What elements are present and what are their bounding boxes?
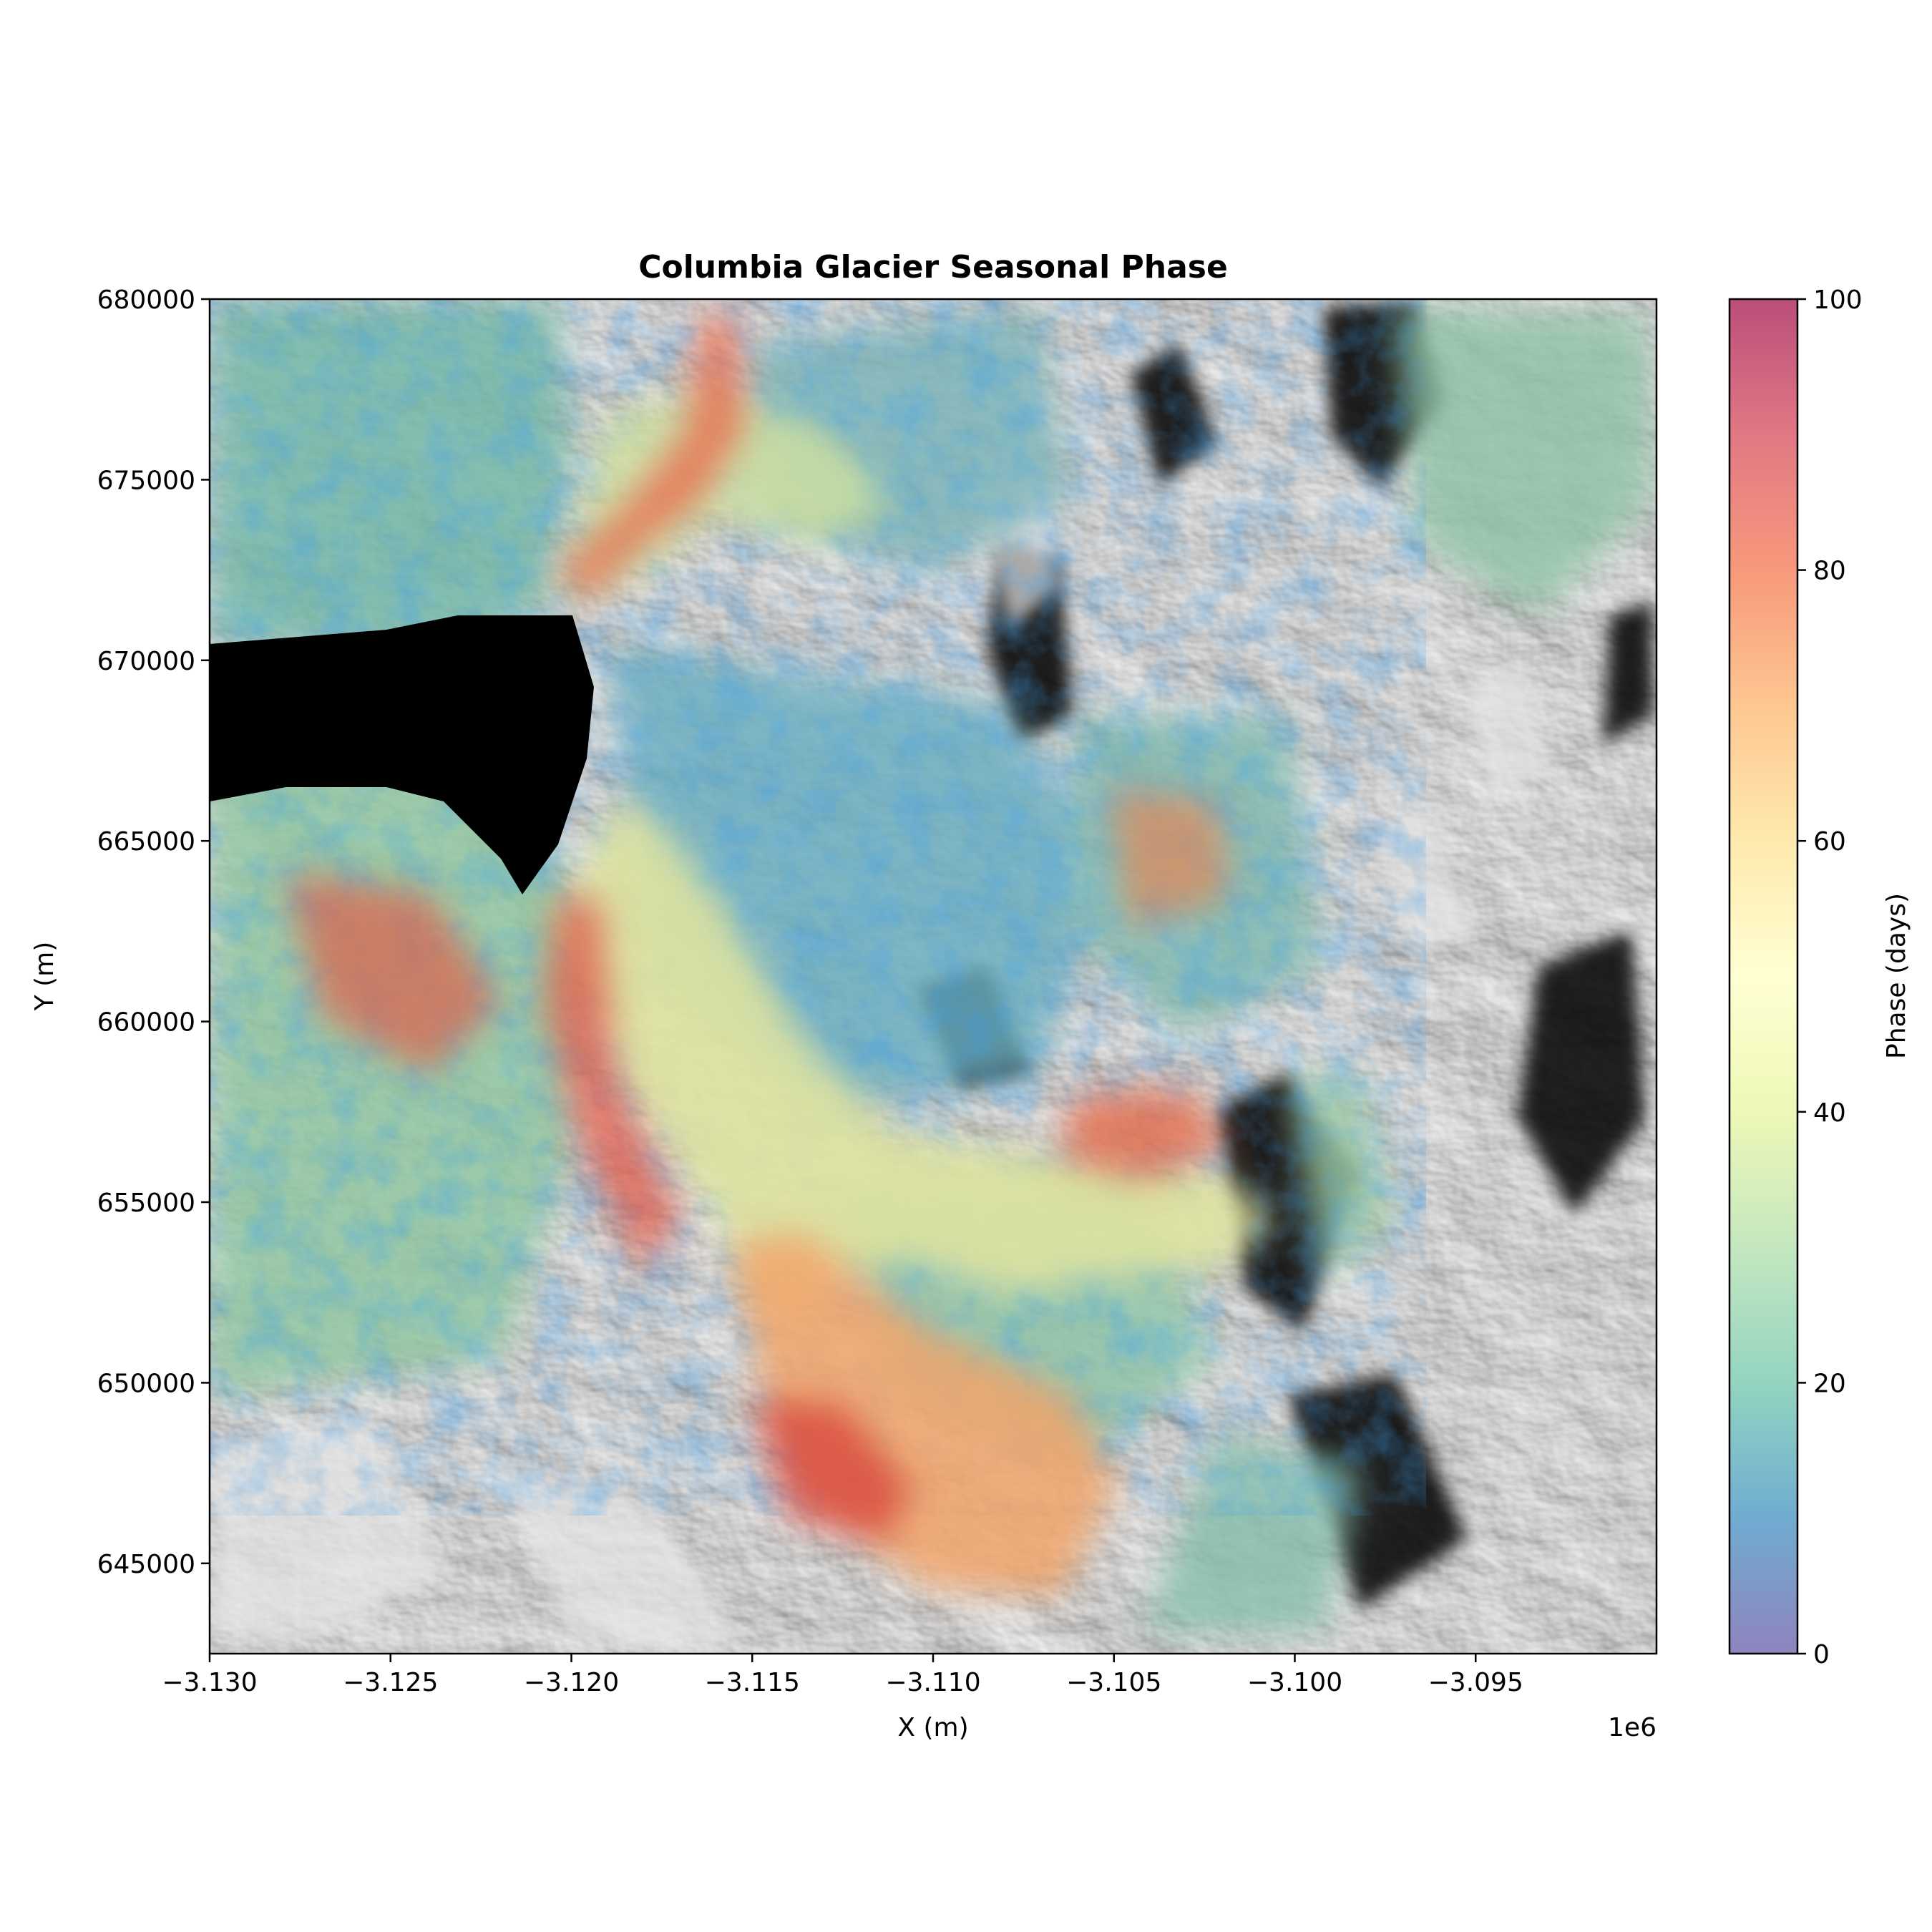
x-tick-label: −3.110: [885, 1668, 980, 1697]
x-tick-label: −3.125: [343, 1668, 438, 1697]
y-tick-label: 670000: [97, 647, 195, 676]
y-tick-label: 665000: [97, 827, 195, 857]
x-axis: −3.130 −3.125 −3.120 −3.115 −3.110 −3.105 −3.1…: [162, 1654, 1523, 1697]
x-tick-label: −3.095: [1428, 1668, 1523, 1697]
fjord-water: [210, 615, 594, 894]
colorbar-ticks: 0 20 40 60 80 100: [1797, 286, 1863, 1669]
colorbar-tick-label: 100: [1813, 286, 1863, 315]
colorbar-tick-label: 40: [1813, 1098, 1846, 1128]
colorbar-gradient: [1729, 299, 1797, 1654]
x-tick-label: −3.115: [705, 1668, 800, 1697]
y-tick-label: 645000: [97, 1550, 195, 1579]
x-tick-label: −3.105: [1066, 1668, 1161, 1697]
y-tick-label: 650000: [97, 1369, 195, 1398]
y-tick-label: 660000: [97, 1008, 195, 1038]
y-tick-label: 675000: [97, 466, 195, 495]
y-tick-label: 655000: [97, 1189, 195, 1218]
y-tick-label: 680000: [97, 286, 195, 315]
x-tick-label: −3.120: [524, 1668, 619, 1697]
colorbar-tick-label: 20: [1813, 1369, 1846, 1398]
colorbar-tick-label: 80: [1813, 557, 1846, 586]
colorbar-label: Phase (days): [1882, 893, 1911, 1059]
colorbar-frame: [1728, 298, 1799, 1655]
glacier-trunk: [558, 386, 1274, 1338]
chart-title: Columbia Glacier Seasonal Phase: [638, 249, 1228, 286]
colorbar: 0 20 40 60 80 100 Phase (days): [1728, 286, 1911, 1669]
x-tick-label: −3.100: [1247, 1668, 1342, 1697]
phase-map-image: [210, 299, 1657, 1654]
colorbar-tick-label: 0: [1813, 1640, 1830, 1669]
colorbar-tick-label: 60: [1813, 827, 1846, 857]
x-tick-label: −3.130: [162, 1668, 257, 1697]
y-axis-label: Y (m): [30, 942, 59, 1012]
x-axis-offset: 1e6: [1608, 1713, 1657, 1742]
x-axis-label: X (m): [897, 1713, 968, 1742]
y-axis: 645000 650000 655000 660000 665000 670000 6750…: [97, 286, 210, 1579]
high-phase-terminus: [286, 308, 1231, 1596]
